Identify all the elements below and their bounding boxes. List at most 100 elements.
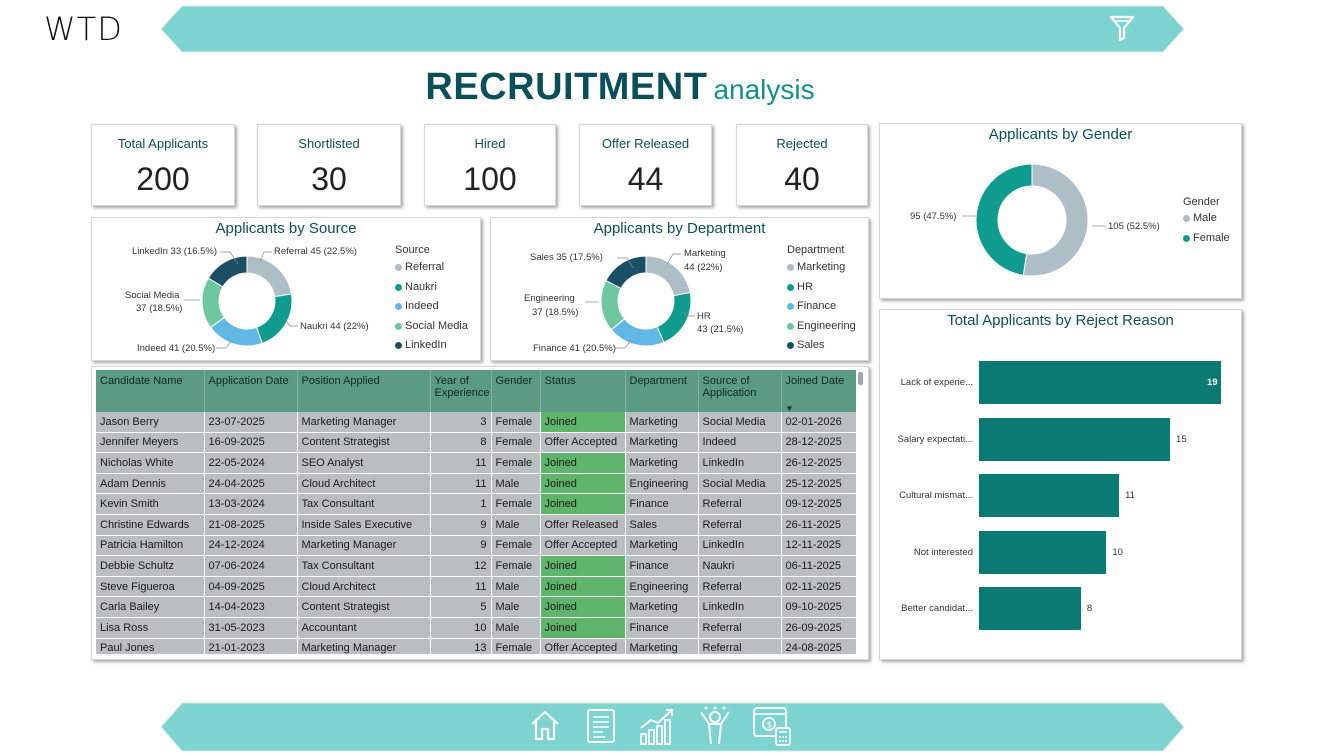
table-cell: Naukri [698,555,782,577]
department-legend-sales[interactable]: Sales [787,339,825,351]
table-cell: Engineering [625,473,699,495]
table-row[interactable]: Carla Bailey 14-04-2023 Content Strategist… [96,596,856,618]
table-cell: Joined [540,617,626,639]
funnel-icon[interactable] [1108,14,1136,47]
department-legend-engineering[interactable]: Engineering [787,320,856,332]
gender-legend-male[interactable]: Male [1183,212,1217,224]
candidate-table: Candidate Name Application Date Position… [96,370,856,654]
table-cell: Social Media [698,473,782,495]
table-row[interactable]: Lisa Ross 31-05-2023 Accountant 10 Male Joine… [96,617,856,639]
source-legend-naukri[interactable]: Naukri [395,281,437,293]
table-cell: LinkedIn [698,535,782,557]
source-legend-indeed[interactable]: Indeed [395,300,439,312]
gender-slice-female[interactable] [975,163,1033,276]
col-candidate-name[interactable]: Candidate Name [96,370,205,412]
table-cell: Indeed [698,432,782,454]
growth-chart-icon[interactable] [638,706,678,751]
col-department[interactable]: Department [625,370,699,412]
table-cell: Offer Accepted [540,638,626,654]
table-row[interactable]: Jennifer Meyers 16-09-2025 Content Strateg… [96,432,856,454]
table-cell: Referral [698,617,782,639]
table-row[interactable]: Christine Edwards 21-08-2025 Inside Sales … [96,514,856,536]
table-cell: 26-11-2025 [781,514,856,536]
reject-bar[interactable] [979,361,1221,404]
table-scrollbar[interactable] [858,372,863,385]
table-header-row: Candidate Name Application Date Position… [96,370,856,413]
table-cell: 11 [430,576,492,598]
col-gender[interactable]: Gender [491,370,541,412]
source-legend-linkedin[interactable]: LinkedIn [395,339,447,351]
table-row[interactable]: Nicholas White 22-05-2024 SEO Analyst 11 Fem… [96,452,856,474]
department-chart-panel: Applicants by Department Marketing 44 (2… [490,217,869,361]
reject-bar[interactable] [979,530,1107,574]
celebrate-people-icon[interactable] [697,706,733,751]
legend-label: Engineering [797,320,856,332]
table-cell: Male [491,617,541,639]
table-cell: Marketing [625,452,699,474]
col-application-date[interactable]: Application Date [204,370,298,412]
reject-bar[interactable] [979,474,1120,517]
bar-value-label: 15 [1176,433,1187,445]
gender-donut [975,163,1089,277]
table-cell: Adam Dennis [96,473,205,495]
table-cell: Male [491,514,541,536]
table-cell: 21-08-2025 [204,514,298,536]
table-row[interactable]: Paul Jones 21-01-2023 Marketing Manager 13 F… [96,638,856,654]
source-legend-title: Source [395,244,430,256]
table-cell: Marketing [625,535,699,557]
table-row[interactable]: Adam Dennis 24-04-2025 Cloud Architect 11 Ma… [96,473,856,495]
table-cell: Referral [698,576,782,598]
table-cell: Steve Figueroa [96,576,205,598]
logo: WTD [44,10,123,48]
sort-descending-icon[interactable]: ▼ [785,404,794,413]
legend-dot [787,283,794,291]
table-cell: Joined [540,493,626,515]
department-slice-sales[interactable] [605,255,647,289]
top-ribbon [160,5,1185,53]
table-cell: 26-09-2025 [781,617,856,639]
home-icon[interactable] [528,708,562,747]
department-legend-hr[interactable]: HR [787,281,813,293]
department-legend-marketing[interactable]: Marketing [787,261,845,273]
col-joined-date[interactable]: Joined Date ▼ [781,370,856,413]
reject-bar[interactable] [979,417,1171,461]
finance-calculator-icon[interactable]: $ [752,706,792,751]
table-cell: Social Media [698,412,782,433]
legend-dot [787,263,794,271]
col-source-of-application[interactable]: Source of Application [698,370,782,412]
gender-legend-female[interactable]: Female [1183,232,1230,244]
col-year-of-experience[interactable]: Year of Experience [430,370,492,412]
table-cell: 26-12-2025 [781,452,856,474]
gender-chart-title: Applicants by Gender [988,126,1133,143]
dept-label-hr-2: 43 (21.5%) [697,324,744,335]
table-cell: Finance [625,617,699,639]
table-row[interactable]: Steve Figueroa 04-09-2025 Cloud Architect 1… [96,576,856,598]
table-row[interactable]: Jason Berry 23-07-2025 Marketing Manager 3 F… [96,412,856,433]
table-cell: Content Strategist [297,432,431,454]
department-legend-finance[interactable]: Finance [787,300,836,312]
page-title: RECRUITMENT analysis [0,66,1240,109]
gender-slice-male[interactable] [1022,163,1089,277]
table-cell: 9 [430,514,492,536]
reject-bar[interactable] [979,587,1081,630]
gender-leader-lines [962,215,1106,227]
table-row[interactable]: Kevin Smith 13-03-2024 Tax Consultant 1 Fema… [96,493,856,515]
reject-chart-title: Total Applicants by Reject Reason [947,312,1174,329]
source-legend-social-media[interactable]: Social Media [395,320,468,332]
table-cell: 25-12-2025 [781,473,856,495]
col-status[interactable]: Status [540,370,626,412]
table-row[interactable]: Patricia Hamilton 24-12-2024 Marketing Man… [96,535,856,557]
col-position-applied[interactable]: Position Applied [297,370,431,412]
source-label-social-media-2: 37 (18.5%) [136,303,183,314]
reject-reason-chart-panel: Total Applicants by Reject Reason Lack o… [879,309,1242,660]
source-slice-linkedin[interactable] [207,255,248,288]
table-row[interactable]: Debbie Schultz 07-06-2024 Tax Consultant 12… [96,555,856,577]
table-cell: LinkedIn [698,596,782,618]
table-cell: 11 [430,473,492,495]
source-donut [201,255,293,347]
report-icon[interactable] [585,708,617,749]
kpi-offer-released: Offer Released 44 [579,124,712,206]
dept-label-finance: Finance 41 (20.5%) [533,343,616,354]
kpi-label: Rejected [776,136,828,151]
source-legend-referral[interactable]: Referral [395,261,444,273]
